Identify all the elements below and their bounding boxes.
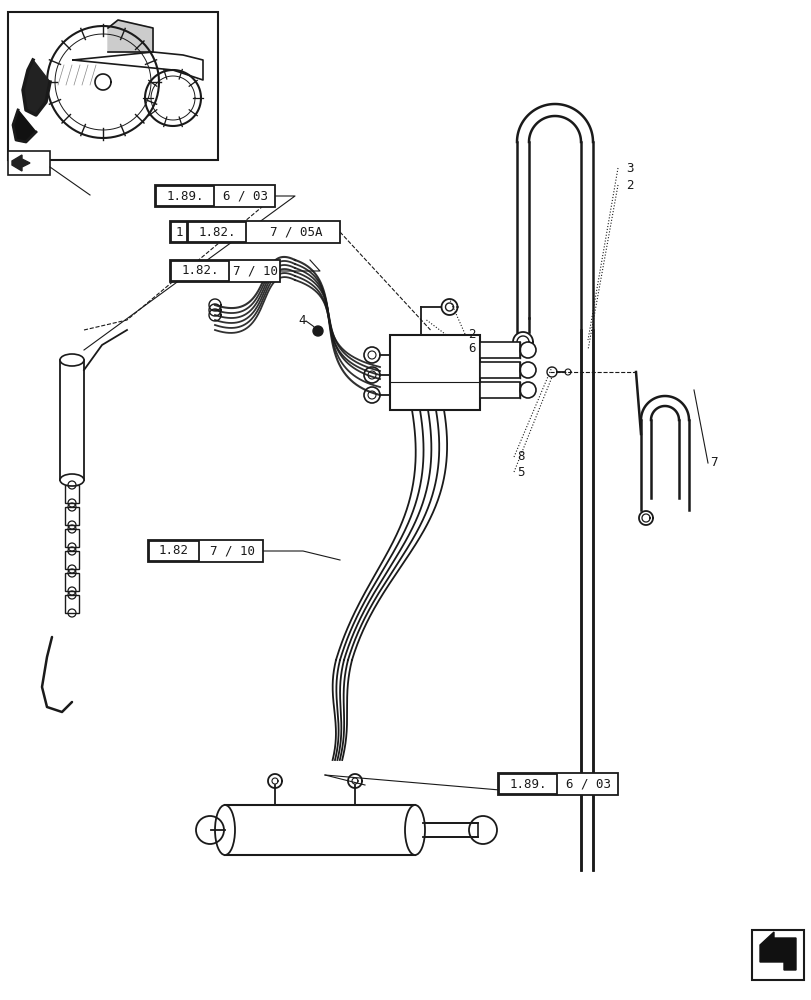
Text: 6 / 03: 6 / 03 [566, 778, 611, 790]
Text: 4: 4 [298, 314, 305, 328]
Text: 1.89.: 1.89. [508, 778, 546, 790]
Bar [479, 342, 519, 358]
Bar [60, 360, 84, 480]
Ellipse shape [519, 342, 535, 358]
Text: 7 / 05A: 7 / 05A [269, 226, 322, 239]
Bar [65, 507, 79, 525]
Bar [188, 222, 246, 242]
Text: 6: 6 [467, 342, 475, 356]
Text: 7 / 10: 7 / 10 [210, 544, 255, 558]
Bar [389, 335, 479, 410]
Bar [171, 261, 229, 281]
Bar [479, 382, 519, 398]
Text: 1.82: 1.82 [159, 544, 189, 558]
Text: 2: 2 [625, 179, 633, 192]
Ellipse shape [60, 354, 84, 366]
Bar [65, 551, 79, 569]
Text: 3: 3 [625, 162, 633, 175]
Polygon shape [108, 20, 152, 52]
Bar [65, 573, 79, 591]
Polygon shape [13, 110, 36, 142]
Bar [65, 485, 79, 503]
Text: 5: 5 [517, 466, 524, 479]
Circle shape [312, 326, 323, 336]
Bar [225, 805, 414, 855]
Bar [148, 540, 263, 562]
Bar [169, 221, 340, 243]
Text: 2: 2 [467, 328, 475, 340]
Bar [10, 14, 216, 158]
Ellipse shape [405, 805, 424, 855]
Text: 6 / 03: 6 / 03 [223, 190, 268, 203]
Text: 8: 8 [517, 450, 524, 464]
Bar [751, 930, 803, 980]
Text: 1.82.: 1.82. [198, 226, 235, 239]
Bar [171, 222, 187, 242]
Text: 7 / 10: 7 / 10 [234, 264, 278, 277]
Bar [65, 595, 79, 613]
Ellipse shape [519, 362, 535, 378]
Bar [148, 541, 199, 561]
Text: 1.89.: 1.89. [166, 190, 204, 203]
Polygon shape [23, 60, 50, 115]
Text: 7: 7 [709, 456, 717, 470]
Bar [479, 362, 519, 378]
Bar [156, 186, 214, 206]
Text: 1.82.: 1.82. [181, 264, 218, 277]
Bar [155, 185, 275, 207]
Ellipse shape [60, 474, 84, 486]
Text: 1: 1 [175, 226, 182, 239]
Bar [65, 529, 79, 547]
Polygon shape [759, 932, 795, 970]
Polygon shape [12, 155, 30, 171]
Bar [169, 260, 280, 282]
Bar [497, 773, 617, 795]
Ellipse shape [215, 805, 234, 855]
Bar [8, 151, 50, 175]
Bar [499, 774, 556, 794]
Bar [8, 12, 217, 160]
Bar [423, 823, 478, 837]
Ellipse shape [519, 382, 535, 398]
